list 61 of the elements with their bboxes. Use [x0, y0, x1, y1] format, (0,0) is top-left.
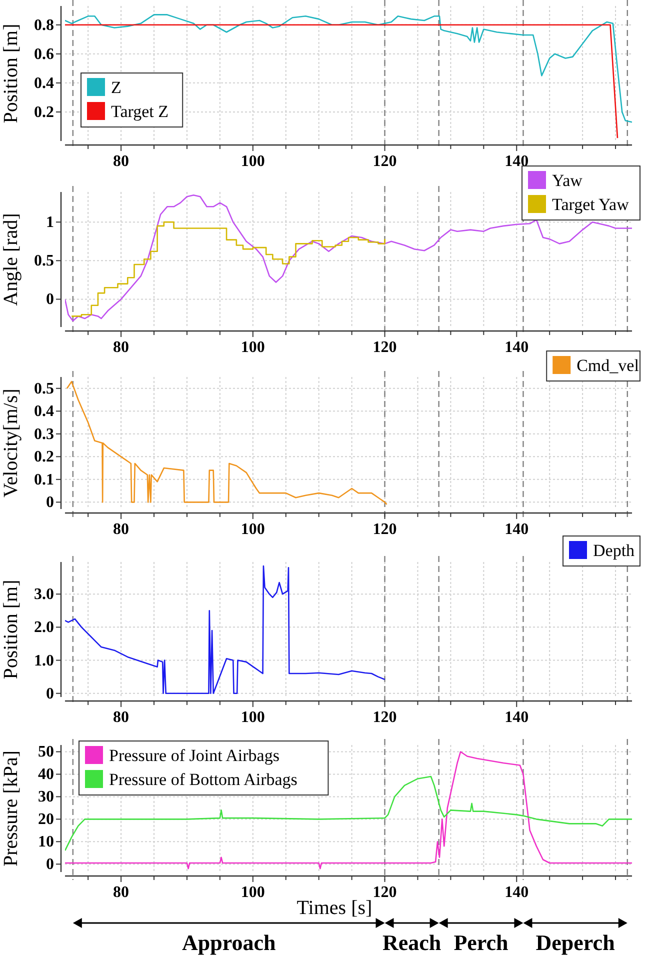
x-tick-label: 80 — [113, 884, 130, 901]
text: Approach — [182, 930, 276, 955]
y-axis-title: Angle [rad] — [0, 213, 22, 306]
x-tick-label: 120 — [372, 884, 397, 901]
y-axis-title: Position [m] — [0, 580, 22, 680]
y-tick-label: 0.8 — [34, 16, 54, 34]
legend-label: Yaw — [552, 171, 584, 190]
x-tick-label: 140 — [504, 709, 529, 726]
legend-label: Cmd_vel — [576, 356, 640, 375]
y-tick-label: 2.0 — [34, 619, 54, 636]
x-tick-label: 80 — [113, 153, 130, 170]
legend-label: Target Z — [111, 102, 168, 121]
y-tick-label: 0.6 — [34, 46, 54, 63]
y-tick-label: 0 — [46, 685, 54, 702]
x-tick-label: 140 — [504, 339, 529, 356]
y-tick-label: 0.2 — [34, 104, 54, 121]
x-tick-label: 80 — [113, 339, 130, 356]
legend-label: Pressure of Joint Airbags — [109, 746, 280, 765]
y-axis-title: Position [m] — [0, 24, 22, 124]
y-tick-label: 50 — [38, 744, 54, 761]
y-tick-label: 40 — [38, 766, 54, 784]
y-tick-label: 0.3 — [34, 426, 54, 443]
legend-label: Z — [111, 78, 122, 97]
legend-label: Depth — [593, 541, 636, 560]
y-tick-label: 0 — [46, 291, 54, 308]
y-tick-label: 3.0 — [34, 586, 54, 604]
legend-label: Target Yaw — [552, 195, 630, 214]
x-tick-label: 100 — [240, 521, 265, 538]
y-tick-label: 1.0 — [34, 652, 54, 670]
y-tick-label: 0 — [46, 856, 54, 874]
x-tick-label: 100 — [240, 709, 265, 726]
x-tick-label: 120 — [372, 521, 397, 538]
y-tick-label: 1 — [46, 214, 54, 232]
legend-label: Pressure of Bottom Airbags — [109, 770, 298, 789]
y-tick-label: 0 — [46, 494, 54, 512]
y-tick-label: 0.4 — [34, 74, 54, 92]
y-tick-label: 20 — [38, 811, 54, 828]
x-tick-label: 120 — [372, 339, 397, 356]
y-tick-label: 0.5 — [34, 252, 54, 270]
text: Reach — [382, 930, 442, 955]
text: Perch — [454, 930, 508, 955]
x-tick-label: 140 — [504, 521, 529, 538]
y-tick-label: 0.1 — [34, 471, 54, 488]
x-tick-label: 100 — [240, 153, 265, 170]
x-tick-label: 100 — [240, 884, 265, 901]
x-tick-label: 120 — [372, 709, 397, 726]
x-tick-label: 140 — [504, 153, 529, 170]
y-axis-title: Velocity[m/s] — [0, 388, 22, 498]
x-tick-label: 80 — [113, 521, 130, 538]
y-tick-label: 0.2 — [34, 448, 54, 466]
y-tick-label: 30 — [38, 788, 54, 806]
x-axis-title: Times [s] — [296, 897, 372, 919]
x-tick-label: 80 — [113, 709, 130, 726]
y-tick-label: 10 — [38, 834, 54, 851]
x-tick-label: 100 — [240, 339, 265, 356]
x-tick-label: 140 — [504, 884, 529, 901]
y-axis-title: Pressure [kPa] — [0, 750, 22, 867]
y-tick-label: 0.4 — [34, 403, 54, 420]
text: Deperch — [536, 930, 615, 955]
y-tick-label: 0.5 — [34, 380, 54, 398]
x-tick-label: 120 — [372, 153, 397, 170]
